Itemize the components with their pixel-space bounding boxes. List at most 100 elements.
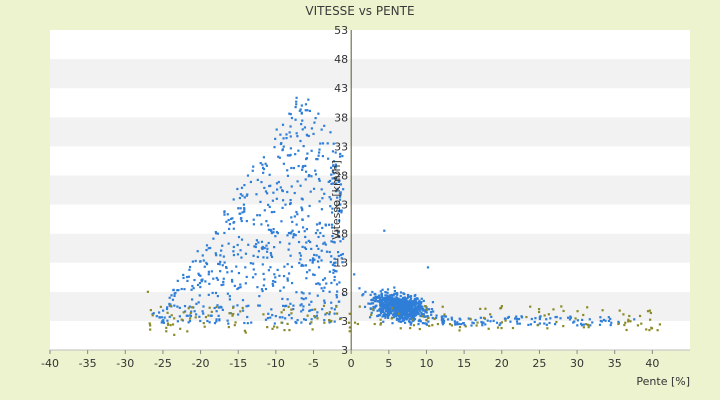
- data-point-blue: [158, 316, 161, 319]
- data-point-blue: [232, 250, 235, 253]
- data-point-blue: [199, 274, 202, 277]
- grid-band: [50, 59, 690, 89]
- data-point-blue: [373, 299, 376, 302]
- data-point-blue: [372, 296, 375, 300]
- data-point-blue: [450, 316, 453, 319]
- data-point-blue: [334, 163, 338, 166]
- data-point-blue: [392, 316, 396, 319]
- data-point-blue: [287, 231, 291, 235]
- data-point-blue: [430, 313, 433, 316]
- data-point-blue: [288, 112, 291, 115]
- data-point-olive: [436, 322, 440, 326]
- data-point-blue: [231, 217, 234, 220]
- data-point-blue: [256, 286, 259, 289]
- data-point-blue: [338, 198, 342, 201]
- data-point-blue: [299, 139, 302, 143]
- chart-title: VITESSE vs PENTE: [305, 4, 414, 18]
- data-point-blue: [290, 216, 293, 219]
- x-tick-label: 30: [570, 357, 584, 370]
- data-point-blue: [609, 323, 612, 327]
- data-point-blue: [303, 246, 306, 249]
- data-point-blue: [424, 309, 427, 312]
- data-point-blue: [471, 321, 474, 324]
- data-point-blue: [228, 295, 231, 298]
- data-point-blue: [396, 309, 399, 312]
- data-point-blue: [212, 277, 215, 280]
- data-point-blue: [554, 323, 557, 326]
- data-point-blue: [362, 293, 365, 296]
- data-point-blue: [314, 173, 318, 176]
- data-point-blue: [416, 310, 419, 313]
- data-point-blue: [417, 307, 420, 310]
- data-point-blue: [191, 260, 194, 263]
- data-point-olive: [262, 313, 265, 316]
- data-point-blue: [559, 317, 562, 320]
- data-point-olive: [280, 311, 283, 314]
- data-point-olive: [489, 313, 492, 316]
- data-point-blue: [283, 305, 287, 308]
- data-point-blue: [301, 207, 304, 210]
- data-point-blue: [517, 317, 521, 321]
- data-point-olive: [487, 327, 490, 330]
- data-point-blue: [323, 277, 327, 280]
- data-point-blue: [430, 308, 434, 311]
- data-point-blue: [176, 279, 179, 282]
- data-point-blue: [576, 319, 579, 322]
- data-point-blue: [302, 292, 305, 295]
- data-point-blue: [387, 305, 391, 308]
- data-point-blue: [314, 169, 317, 172]
- data-point-olive: [276, 326, 279, 329]
- data-point-blue: [327, 157, 330, 160]
- data-point-blue: [397, 314, 400, 318]
- data-point-blue: [295, 291, 298, 294]
- data-point-blue: [404, 313, 407, 317]
- data-point-blue: [243, 196, 246, 199]
- data-point-blue: [323, 192, 326, 195]
- data-point-blue: [315, 282, 318, 285]
- data-point-blue: [160, 316, 163, 319]
- data-point-blue: [415, 309, 418, 312]
- data-point-blue: [481, 322, 484, 325]
- data-point-olive: [232, 306, 235, 309]
- data-point-blue: [215, 310, 218, 313]
- data-point-blue: [489, 320, 492, 323]
- data-point-blue: [381, 288, 384, 291]
- data-point-blue: [319, 142, 322, 145]
- data-point-blue: [421, 322, 425, 325]
- data-point-blue: [545, 323, 548, 326]
- data-point-olive: [648, 309, 651, 312]
- data-point-blue: [241, 211, 244, 214]
- data-point-blue: [407, 316, 410, 319]
- data-point-blue: [327, 180, 330, 184]
- data-point-blue: [411, 300, 414, 303]
- data-point-blue: [274, 314, 277, 318]
- data-point-blue: [264, 162, 267, 165]
- data-point-olive: [353, 321, 357, 324]
- data-point-blue: [232, 220, 236, 224]
- data-point-blue: [515, 317, 519, 320]
- data-point-blue: [288, 313, 291, 317]
- data-point-blue: [333, 176, 336, 180]
- points-layer: [146, 96, 661, 336]
- data-point-olive: [587, 326, 590, 329]
- data-point-blue: [211, 291, 214, 295]
- data-point-blue: [282, 304, 285, 307]
- data-point-blue: [227, 242, 230, 245]
- data-point-blue: [440, 315, 443, 318]
- data-point-blue: [333, 279, 336, 282]
- data-point-blue: [479, 316, 482, 319]
- data-point-blue: [227, 322, 230, 325]
- data-point-olive: [159, 305, 162, 308]
- data-point-blue: [313, 253, 316, 257]
- data-point-blue: [331, 263, 334, 266]
- data-point-blue: [271, 282, 274, 285]
- data-point-blue: [417, 311, 420, 314]
- data-point-blue: [262, 167, 266, 171]
- data-point-blue: [245, 194, 248, 197]
- data-point-blue: [376, 309, 379, 312]
- data-point-blue: [294, 153, 297, 156]
- data-point-olive: [182, 311, 185, 314]
- data-point-blue: [391, 313, 395, 316]
- data-point-blue: [308, 109, 311, 113]
